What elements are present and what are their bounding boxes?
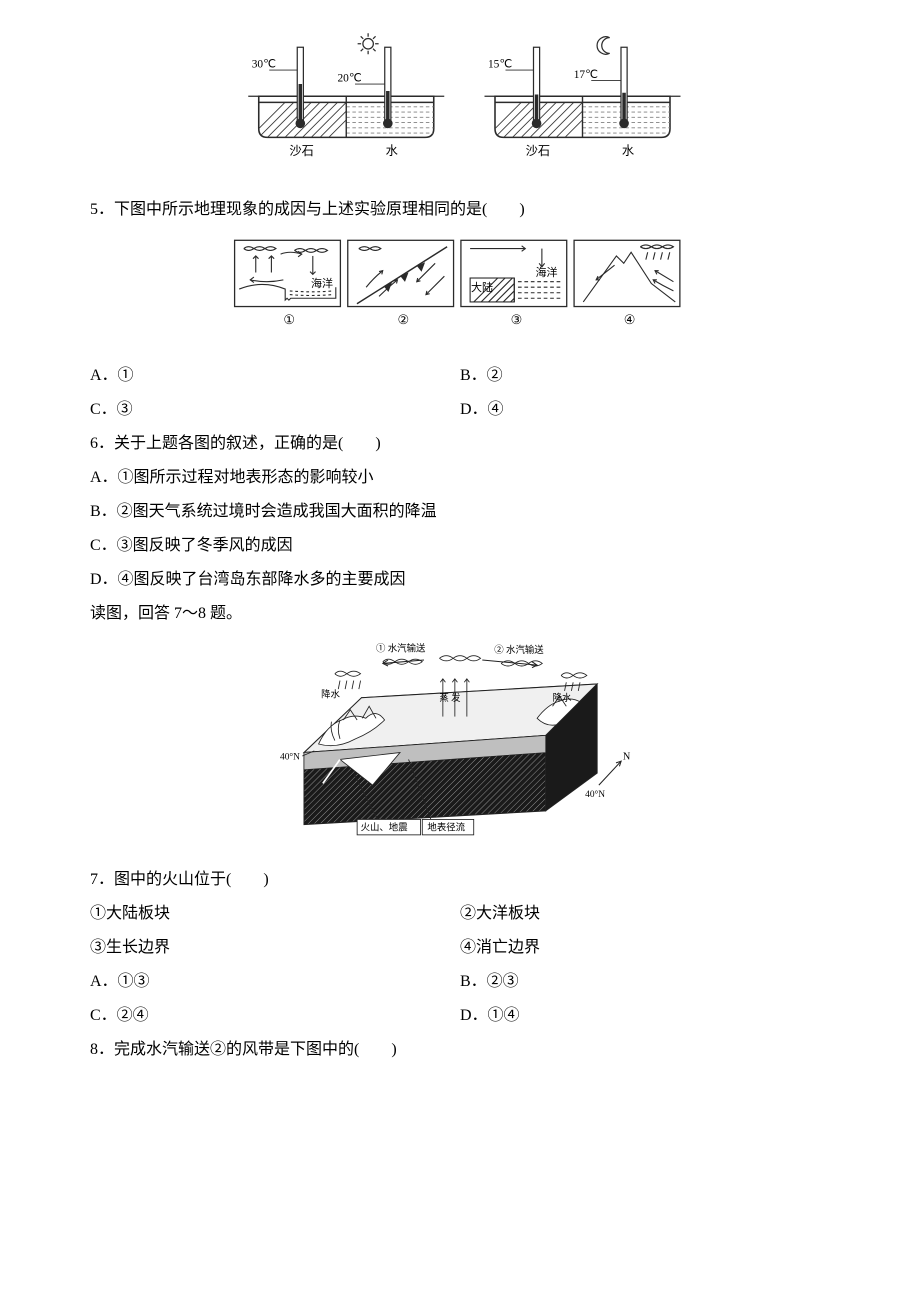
- q5-stem: 5．下图中所示地理现象的成因与上述实验原理相同的是( ): [90, 194, 830, 226]
- q7-choice-C: C．②④: [90, 1000, 460, 1032]
- q7-stem: 7．图中的火山位于( ): [90, 864, 830, 896]
- panelB-right-temp: 17℃: [574, 69, 598, 81]
- panelB-cap-left: 沙石: [526, 144, 551, 158]
- rain-l: 降水: [321, 689, 340, 701]
- rain-r: 降水: [553, 692, 572, 704]
- p1-sea-label: 海洋: [311, 276, 333, 290]
- q8-stem: 8．完成水汽输送②的风带是下图中的( ): [90, 1034, 830, 1066]
- q7-choice-A: A．①③: [90, 966, 460, 998]
- q7-r2a: ③生长边界: [90, 932, 460, 964]
- q5-choice-D: D．④: [460, 394, 830, 426]
- evap-label: 蒸 发: [439, 692, 461, 704]
- panelB-cap-right: 水: [622, 144, 634, 158]
- n-label: N: [623, 751, 631, 762]
- panelA-cap-right: 水: [386, 144, 398, 158]
- plate-svg: 40°N N 40°N ① 水汽输送 ② 水汽输送 降水 降水 蒸 发 火山、地…: [280, 638, 640, 838]
- figure-four-panels: 海洋: [90, 234, 830, 346]
- p-num-2: ②: [397, 313, 409, 327]
- q6-B: B．②图天气系统过境时会造成我国大面积的降温: [90, 496, 830, 528]
- q7-r2b: ④消亡边界: [460, 932, 830, 964]
- q7-r1b: ②大洋板块: [460, 898, 830, 930]
- four-panels-svg: 海洋: [230, 234, 690, 334]
- q7-choice-D: D．①④: [460, 1000, 830, 1032]
- p-num-4: ④: [624, 313, 636, 327]
- figure-basins: 30℃ 20℃ 沙石 水: [90, 28, 830, 180]
- q6-C: C．③图反映了冬季风的成因: [90, 530, 830, 562]
- q5-choice-C: C．③: [90, 394, 460, 426]
- lat-left: 40°N: [280, 751, 300, 762]
- q6-A: A．①图所示过程对地表形态的影响较小: [90, 462, 830, 494]
- panelB-left-temp: 15℃: [488, 58, 512, 70]
- box-runoff: 地表径流: [427, 822, 465, 834]
- p3-sea-label: 海洋: [535, 265, 557, 279]
- t1-label: ① 水汽输送: [376, 642, 426, 654]
- q7-r1a: ①大陆板块: [90, 898, 460, 930]
- panelA-right-temp: 20℃: [338, 72, 362, 84]
- read-7-8: 读图，回答 7～8 题。: [90, 598, 830, 630]
- q5-choice-A: A．①: [90, 360, 460, 392]
- box-volcano: 火山、地震: [361, 822, 409, 834]
- p-num-1: ①: [283, 313, 295, 327]
- p-num-3: ③: [511, 313, 523, 327]
- q6-stem: 6．关于上题各图的叙述，正确的是( ): [90, 428, 830, 460]
- basins-svg: 30℃ 20℃ 沙石 水: [230, 28, 690, 168]
- lat-right: 40°N: [585, 789, 605, 800]
- figure-plate-watercycle: 40°N N 40°N ① 水汽输送 ② 水汽输送 降水 降水 蒸 发 火山、地…: [90, 638, 830, 850]
- q7-choice-B: B．②③: [460, 966, 830, 998]
- t2-label: ② 水汽输送: [494, 644, 544, 656]
- q5-choice-B: B．②: [460, 360, 830, 392]
- panelA-cap-left: 沙石: [289, 144, 314, 158]
- p3-land-label: 大陆: [471, 280, 493, 294]
- q6-D: D．④图反映了台湾岛东部降水多的主要成因: [90, 564, 830, 596]
- panelA-left-temp: 30℃: [252, 58, 276, 70]
